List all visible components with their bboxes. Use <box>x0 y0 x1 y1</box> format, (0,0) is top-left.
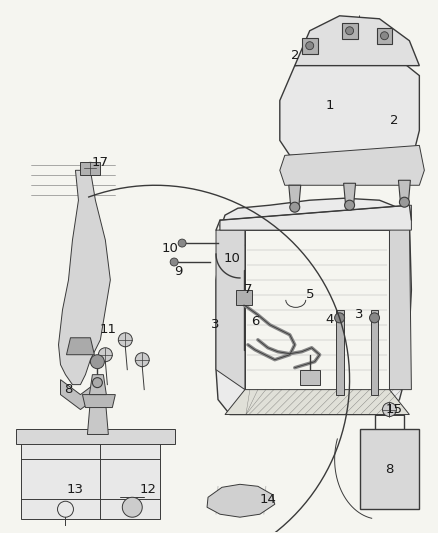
Polygon shape <box>343 183 355 205</box>
Text: 3: 3 <box>354 309 363 321</box>
Text: 8: 8 <box>385 463 393 476</box>
Polygon shape <box>359 430 418 509</box>
Circle shape <box>334 313 344 323</box>
Polygon shape <box>224 390 409 415</box>
Text: 15: 15 <box>385 403 402 416</box>
Text: 9: 9 <box>173 265 182 278</box>
Circle shape <box>381 402 396 416</box>
Text: 17: 17 <box>92 156 109 169</box>
Polygon shape <box>279 55 418 155</box>
Polygon shape <box>66 338 94 355</box>
Polygon shape <box>60 379 100 409</box>
Circle shape <box>178 239 186 247</box>
Polygon shape <box>288 185 300 207</box>
Text: 3: 3 <box>210 318 219 332</box>
Polygon shape <box>370 310 378 394</box>
Polygon shape <box>335 310 343 394</box>
Polygon shape <box>301 38 317 54</box>
Polygon shape <box>376 28 392 44</box>
Text: 1: 1 <box>325 99 333 112</box>
Text: 8: 8 <box>64 383 73 396</box>
Text: 2: 2 <box>290 49 298 62</box>
Circle shape <box>305 42 313 50</box>
Polygon shape <box>80 163 100 175</box>
Circle shape <box>369 313 378 323</box>
Polygon shape <box>82 394 115 408</box>
Text: 11: 11 <box>99 324 117 336</box>
Polygon shape <box>389 220 410 390</box>
Circle shape <box>345 27 353 35</box>
Circle shape <box>380 32 388 40</box>
Polygon shape <box>207 484 274 517</box>
Text: 10: 10 <box>223 252 240 264</box>
Circle shape <box>135 353 149 367</box>
Polygon shape <box>21 439 160 519</box>
Circle shape <box>90 355 104 369</box>
Polygon shape <box>279 146 424 185</box>
Text: 2: 2 <box>389 114 398 127</box>
Circle shape <box>92 378 102 387</box>
Circle shape <box>344 200 354 210</box>
Text: 12: 12 <box>139 483 156 496</box>
Text: 4: 4 <box>325 313 333 326</box>
Circle shape <box>289 202 299 212</box>
Polygon shape <box>299 370 319 385</box>
Polygon shape <box>215 230 244 390</box>
Circle shape <box>118 333 132 347</box>
Polygon shape <box>215 198 410 415</box>
Polygon shape <box>58 171 110 385</box>
Circle shape <box>170 258 178 266</box>
Text: 13: 13 <box>67 483 84 496</box>
Polygon shape <box>16 430 175 445</box>
Polygon shape <box>87 400 108 434</box>
Text: 6: 6 <box>250 316 258 328</box>
Text: 7: 7 <box>243 284 251 296</box>
Polygon shape <box>237 270 249 350</box>
Polygon shape <box>219 205 410 230</box>
Polygon shape <box>398 180 410 202</box>
Circle shape <box>399 197 409 207</box>
Text: 14: 14 <box>259 493 276 506</box>
Circle shape <box>122 497 142 517</box>
Polygon shape <box>244 230 389 390</box>
Circle shape <box>84 163 96 174</box>
Text: 10: 10 <box>161 241 178 255</box>
Polygon shape <box>294 16 418 66</box>
Text: 5: 5 <box>305 288 313 301</box>
Polygon shape <box>235 290 251 305</box>
Polygon shape <box>341 23 357 39</box>
Circle shape <box>98 348 112 362</box>
Polygon shape <box>89 375 106 394</box>
